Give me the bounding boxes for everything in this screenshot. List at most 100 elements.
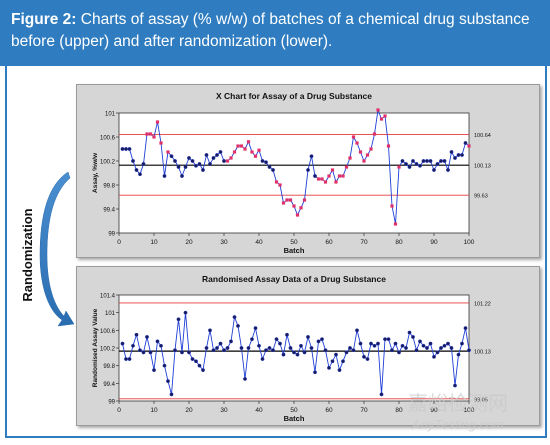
data-point [288, 346, 293, 350]
data-point [267, 165, 272, 169]
data-point [302, 350, 307, 355]
data-point [201, 168, 205, 172]
flagged-point [330, 168, 335, 172]
data-point [187, 156, 191, 160]
data-point [211, 156, 216, 160]
x-axis-label: Batch [284, 414, 305, 423]
data-point [138, 172, 142, 177]
data-point [215, 346, 219, 350]
center-line-label: 100.13 [474, 164, 491, 170]
data-point [446, 168, 450, 172]
data-point [215, 153, 219, 157]
randomization-label: Randomization [20, 208, 35, 301]
x-tick-label: 10 [150, 407, 158, 414]
x-tick-label: 100 [464, 407, 475, 414]
data-point [141, 162, 146, 166]
flagged-point [278, 183, 282, 187]
data-point [138, 348, 142, 353]
flagged-point [386, 144, 391, 148]
data-point [327, 365, 331, 370]
flagged-point [285, 198, 289, 202]
data-point [330, 359, 335, 364]
upper-control-limit-label: 100.64 [474, 133, 491, 139]
y-tick-label: 101 [105, 311, 116, 317]
flagged-point [341, 174, 345, 178]
figure-label: Figure 2: [11, 11, 77, 28]
data-point [348, 346, 352, 350]
lower-chart-panel: Randomised Assay Data of a Drug Substanc… [76, 266, 540, 426]
data-point [414, 162, 419, 166]
data-point [176, 165, 181, 169]
y-tick-label: 100.2 [100, 347, 116, 353]
data-point [456, 352, 461, 357]
data-point [337, 368, 342, 372]
data-point [453, 156, 457, 160]
data-point [131, 159, 135, 163]
data-point [180, 350, 184, 355]
x-tick-label: 30 [220, 239, 228, 246]
data-point [208, 162, 212, 166]
data-point [453, 383, 457, 388]
y-tick-label: 99.4 [103, 382, 115, 388]
data-point [334, 352, 338, 357]
data-point [204, 346, 209, 350]
flagged-point [253, 154, 258, 158]
y-tick-label: 101 [105, 112, 116, 118]
data-point [320, 337, 324, 342]
data-point [124, 357, 128, 361]
data-point [442, 159, 447, 163]
data-point [362, 354, 366, 359]
caption-text: Charts of assay (% w/w) of batches of a … [11, 11, 530, 50]
x-tick-label: 40 [255, 239, 263, 246]
data-point [428, 159, 433, 163]
flagged-point [323, 180, 328, 184]
data-point [432, 354, 436, 359]
x-tick-label: 10 [150, 239, 158, 246]
flagged-point [337, 174, 342, 178]
flagged-point [376, 108, 380, 112]
data-point [463, 326, 468, 331]
flagged-point [159, 141, 163, 145]
flagged-point [390, 204, 394, 208]
flagged-point [397, 165, 401, 169]
data-point [173, 159, 177, 163]
y-tick-label: 100.6 [100, 329, 116, 335]
y-tick-label: 99 [108, 400, 115, 406]
flagged-point [327, 174, 331, 178]
x-tick-label: 70 [360, 407, 368, 414]
data-point [278, 341, 282, 346]
flagged-point [145, 132, 149, 136]
data-point [197, 363, 202, 368]
x-tick-label: 20 [185, 407, 193, 414]
flagged-point [148, 132, 153, 136]
data-point [176, 317, 181, 322]
y-tick-label: 99.4 [103, 208, 115, 214]
flagged-point [292, 204, 296, 208]
x-tick-label: 0 [117, 407, 121, 414]
flagged-point [281, 201, 286, 205]
data-point [295, 352, 300, 357]
x-tick-label: 80 [395, 239, 403, 246]
flagged-point [334, 180, 338, 184]
data-point [152, 368, 156, 372]
data-point [309, 154, 314, 159]
flagged-point [351, 135, 356, 139]
data-point [414, 348, 419, 353]
data-point [187, 350, 191, 355]
data-point [435, 350, 440, 355]
series-line [122, 108, 470, 225]
data-point [162, 363, 167, 368]
data-point [404, 346, 408, 350]
plot-area [118, 112, 470, 234]
x-tick-label: 90 [430, 407, 438, 414]
data-point [180, 174, 184, 178]
x-tick-label: 90 [430, 239, 438, 246]
data-point [211, 348, 216, 353]
flagged-point [250, 150, 254, 154]
data-point [246, 346, 251, 350]
data-point [411, 159, 415, 163]
data-point [309, 346, 314, 350]
data-point [232, 315, 237, 319]
data-point [194, 359, 198, 364]
data-point [208, 328, 212, 333]
